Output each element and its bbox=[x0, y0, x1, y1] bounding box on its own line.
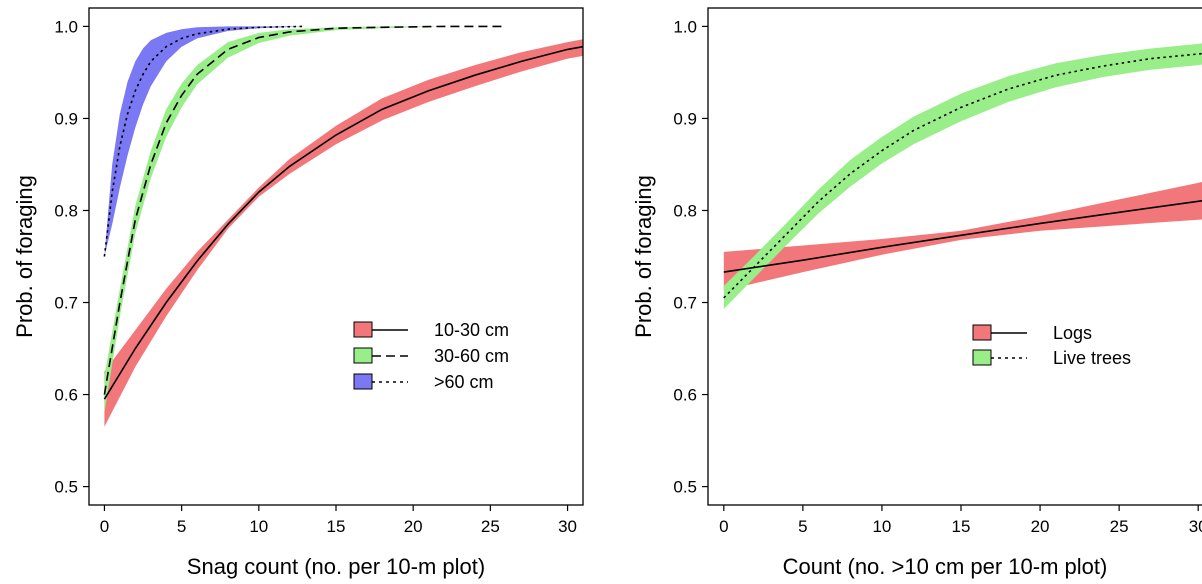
legend: 10-30 cm 30-60 cm >60 cm bbox=[353, 320, 509, 392]
confidence-band-1 bbox=[723, 43, 1202, 309]
plot-frame bbox=[88, 7, 584, 506]
x-axis-title: Snag count (no. per 10-m plot) bbox=[187, 554, 485, 579]
plot-area bbox=[103, 25, 583, 427]
legend-swatch bbox=[972, 324, 992, 341]
y-tick-label: 0.9 bbox=[673, 109, 697, 128]
x-tick-label: 5 bbox=[798, 517, 807, 536]
y-tick-label: 0.8 bbox=[54, 201, 78, 220]
x-tick-label: 0 bbox=[719, 517, 728, 536]
y-tick-label: 0.8 bbox=[673, 201, 697, 220]
chart-panel-snag: 0.5 0.6 0.7 0.8 0.9 1.0 0 5 10 15 20 25 30 Snag count… bbox=[12, 7, 584, 579]
x-tick-label: 30 bbox=[558, 517, 577, 536]
plot-area bbox=[723, 43, 1202, 309]
x-tick-label: 0 bbox=[100, 517, 109, 536]
series-line-0 bbox=[103, 45, 583, 400]
y-tick-label: 0.7 bbox=[673, 294, 697, 313]
chart-panel-count: 0.5 0.6 0.7 0.8 0.9 1.0 0 5 10 15 20 25 30 Count (no.… bbox=[631, 7, 1202, 579]
legend-label: 30-60 cm bbox=[434, 346, 509, 366]
legend-label: Logs bbox=[1053, 323, 1092, 343]
series-line-2 bbox=[103, 25, 306, 257]
legend-swatch bbox=[972, 349, 992, 366]
x-tick-label: 30 bbox=[1189, 517, 1202, 536]
x-tick-label: 15 bbox=[327, 517, 346, 536]
legend-label: Live trees bbox=[1053, 348, 1131, 368]
series-line-0 bbox=[723, 200, 1202, 273]
y-axis-title: Prob. of foraging bbox=[631, 175, 656, 338]
series-line-1 bbox=[723, 52, 1202, 299]
x-axis-title: Count (no. >10 cm per 10-m plot) bbox=[783, 554, 1108, 579]
legend-swatch bbox=[353, 347, 373, 364]
x-tick-label: 15 bbox=[952, 517, 971, 536]
legend-label: >60 cm bbox=[434, 372, 494, 392]
y-tick-label: 0.7 bbox=[54, 294, 78, 313]
x-tick-label: 25 bbox=[1110, 517, 1129, 536]
y-tick-label: 0.5 bbox=[673, 478, 697, 497]
legend: Logs Live trees bbox=[972, 323, 1131, 368]
x-tick-label: 5 bbox=[177, 517, 186, 536]
y-tick-label: 0.6 bbox=[54, 386, 78, 405]
x-tick-label: 10 bbox=[249, 517, 268, 536]
legend-swatch bbox=[353, 321, 373, 338]
confidence-band-0 bbox=[723, 182, 1202, 291]
legend-label: 10-30 cm bbox=[434, 320, 509, 340]
x-tick-label: 25 bbox=[481, 517, 500, 536]
y-axis-title: Prob. of foraging bbox=[12, 175, 37, 338]
x-tick-label: 20 bbox=[404, 517, 423, 536]
y-tick-label: 1.0 bbox=[673, 17, 697, 36]
y-tick-label: 0.9 bbox=[54, 109, 78, 128]
x-tick-label: 10 bbox=[872, 517, 891, 536]
y-tick-label: 0.6 bbox=[673, 386, 697, 405]
legend-swatch bbox=[353, 373, 373, 390]
series-line-1 bbox=[103, 25, 506, 395]
y-tick-label: 1.0 bbox=[54, 17, 78, 36]
x-tick-label: 20 bbox=[1031, 517, 1050, 536]
y-tick-label: 0.5 bbox=[54, 478, 78, 497]
